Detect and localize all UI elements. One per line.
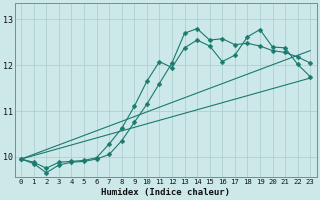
X-axis label: Humidex (Indice chaleur): Humidex (Indice chaleur) xyxy=(101,188,230,197)
